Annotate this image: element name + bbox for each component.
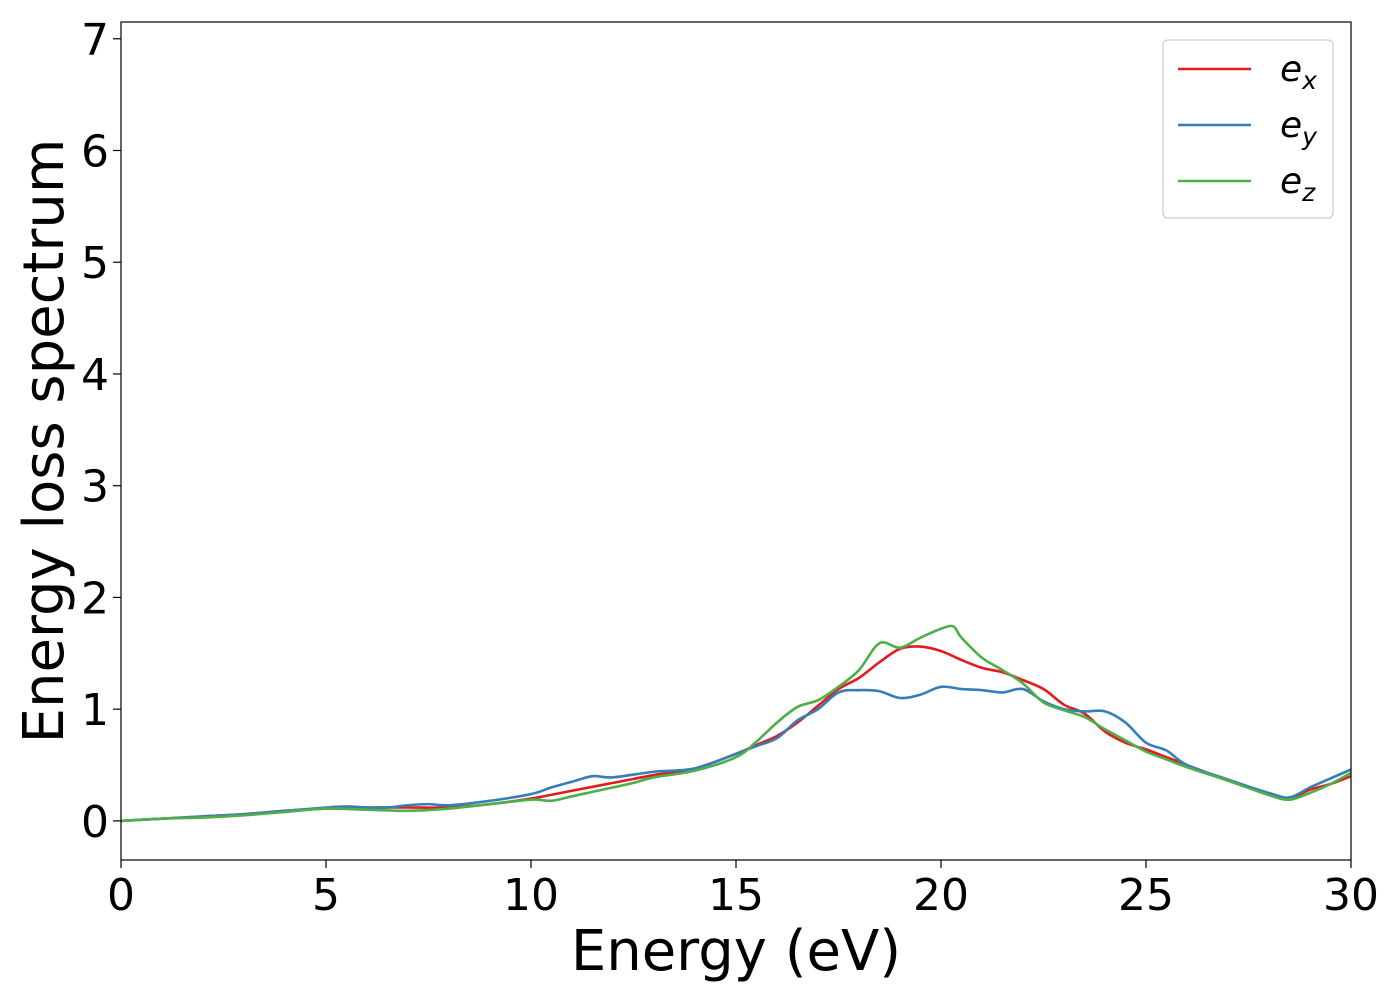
legend: ex ey ez xyxy=(1162,39,1334,219)
series-line-y xyxy=(120,685,1352,823)
y-tick-label: 6 xyxy=(81,126,109,177)
y-tick-label: 0 xyxy=(81,797,109,848)
x-axis-title: Energy (eV) xyxy=(571,919,901,984)
y-tick-label: 5 xyxy=(81,238,109,289)
x-tick-label: 0 xyxy=(107,870,135,921)
x-tick-label: 25 xyxy=(1118,870,1174,921)
legend-frame xyxy=(1162,39,1334,219)
x-axis: 0 5 10 15 20 25 30 xyxy=(107,860,1379,921)
y-tick-label: 3 xyxy=(81,462,109,513)
y-axis-title: Energy loss spectrum xyxy=(12,139,77,744)
x-tick-label: 5 xyxy=(312,870,340,921)
y-tick-label: 7 xyxy=(81,15,109,66)
series-layer xyxy=(120,624,1352,823)
x-tick-label: 20 xyxy=(913,870,969,921)
x-tick-label: 15 xyxy=(708,870,764,921)
series-line-x xyxy=(120,645,1352,823)
legend-label-y: ey xyxy=(1280,105,1318,151)
y-tick-label: 1 xyxy=(81,685,109,736)
x-tick-label: 30 xyxy=(1323,870,1379,921)
y-axis: 0 1 2 3 4 5 6 7 xyxy=(81,15,121,848)
legend-label-x: ex xyxy=(1280,49,1317,95)
legend-label-z: ez xyxy=(1280,161,1316,207)
series-line-z xyxy=(120,624,1352,823)
y-tick-label: 2 xyxy=(81,573,109,624)
y-tick-label: 4 xyxy=(81,350,109,401)
x-tick-label: 10 xyxy=(503,870,559,921)
